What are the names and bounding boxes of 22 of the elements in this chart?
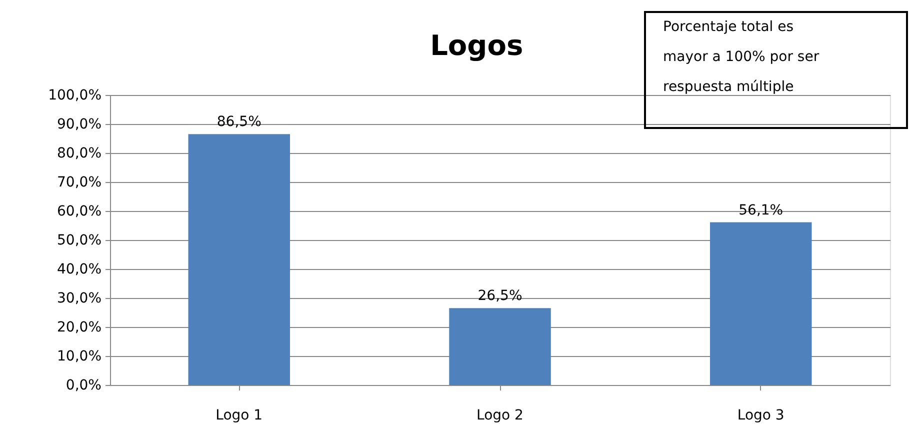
x-tick-label: Logo 3 — [737, 408, 784, 424]
y-tick-label: 50,0% — [57, 232, 102, 248]
data-label: 56,1% — [738, 202, 784, 218]
y-tick-label: 0,0% — [66, 378, 102, 394]
bar — [710, 222, 812, 385]
y-tick-label: 40,0% — [57, 262, 102, 278]
y-tick-label: 10,0% — [57, 348, 102, 364]
bar — [188, 134, 290, 385]
y-tick-label: 80,0% — [57, 146, 102, 162]
x-tick-label: Logo 1 — [216, 408, 263, 424]
y-tick-label: 60,0% — [57, 204, 102, 220]
y-tick-label: 100,0% — [48, 88, 102, 104]
y-tick-label: 70,0% — [57, 174, 102, 190]
data-label: 86,5% — [216, 114, 262, 130]
data-label: 26,5% — [478, 288, 522, 304]
text: Porcentaje total es mayor a 100% por ser respuesta múltiple — [663, 19, 820, 95]
x-tick-label: Logo 2 — [476, 408, 524, 424]
chart-title: Logos — [430, 29, 524, 62]
bar — [449, 308, 551, 385]
y-tick-label: 90,0% — [57, 116, 102, 132]
y-tick-label: 20,0% — [57, 320, 102, 336]
y-tick-label: 30,0% — [57, 290, 102, 306]
